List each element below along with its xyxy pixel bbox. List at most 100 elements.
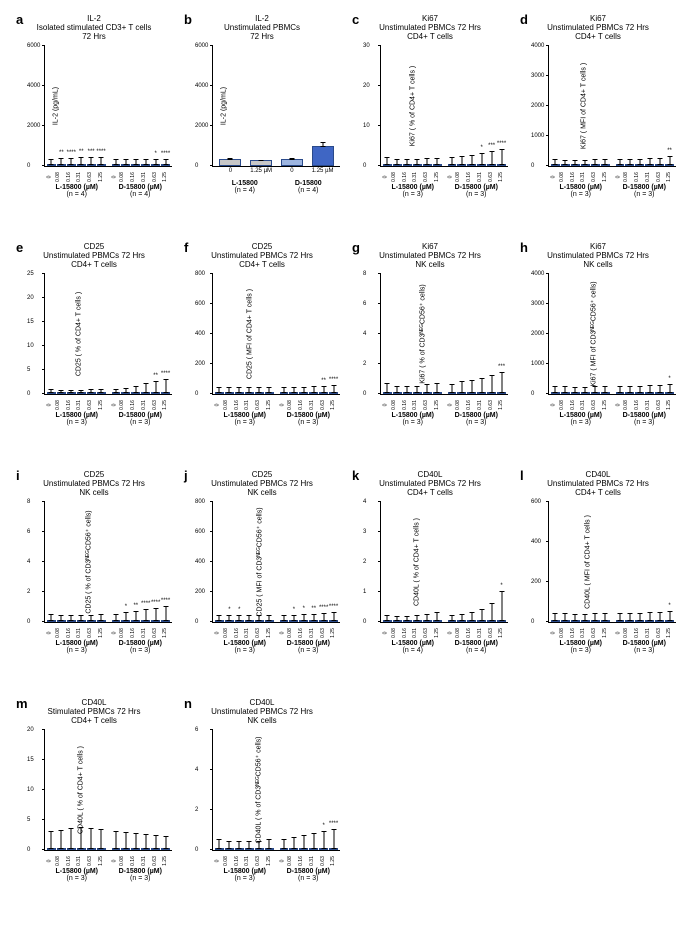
x-tick-label: 0.31 [412, 172, 418, 182]
bars-container: ****** [47, 274, 170, 394]
panel-c: cKi67Unstimulated PBMCs 72 HrsCD4+ T cel… [348, 12, 512, 232]
x-tick-label: 1.25 [498, 628, 504, 638]
y-tick-label: 4000 [531, 271, 544, 277]
y-tick-label: 25 [27, 271, 34, 277]
x-tick-label: 0.63 [423, 172, 429, 182]
y-tick-label: 2 [363, 559, 366, 565]
bars-container: * [551, 502, 674, 622]
x-tick-label: 1.25 µM [246, 168, 277, 174]
panel-title: Ki67Unstimulated PBMCs 72 HrsCD4+ T cell… [348, 14, 512, 44]
group-label: D-15800 (µM)(n = 3) [615, 184, 675, 198]
x-tick-label: 0.63 [487, 172, 493, 182]
y-tick-label: 400 [195, 559, 205, 565]
group-label: L-15800 (µM)(n = 4) [47, 184, 107, 198]
panel-title: CD25Unstimulated PBMCs 72 HrsCD4+ T cell… [12, 242, 176, 272]
bars-container: *** [383, 274, 506, 394]
group-label: D-15800 (µM)(n = 3) [111, 640, 171, 654]
x-tick-label: 0 [214, 859, 220, 864]
significance-marker: **** [161, 371, 170, 377]
x-tick-label: 0.16 [466, 172, 472, 182]
bars-container: * [383, 502, 506, 622]
y-tick-label: 0 [27, 619, 30, 625]
significance-marker: **** [329, 821, 338, 827]
y-tick-label: 0 [531, 619, 534, 625]
chart-area: IL-2 (pg/mL)020004000600001.25 µM01.25 µ… [212, 46, 340, 167]
x-tick-label: 0.08 [623, 400, 629, 410]
group-label: L-15800 (µM)(n = 3) [383, 412, 443, 426]
x-tick-label: 0.16 [569, 172, 575, 182]
y-tick-label: 2000 [195, 123, 208, 129]
x-tick-label: 0 [46, 859, 52, 864]
group-label: L-15800 (µM)(n = 4) [383, 640, 443, 654]
y-tick-label: 5 [27, 817, 30, 823]
y-tick-label: 600 [531, 499, 541, 505]
x-tick-label: 0 [214, 403, 220, 408]
y-tick-label: 4 [27, 559, 30, 565]
significance-marker: * [668, 603, 670, 609]
significance-marker: **** [161, 598, 170, 604]
x-tick-label: 1.25 µM [307, 168, 338, 174]
group-label: L-15800 (µM)(n = 3) [47, 412, 107, 426]
x-tick-label: 0.63 [655, 400, 661, 410]
y-tick-label: 2000 [27, 123, 40, 129]
x-tick-label: 0.31 [141, 628, 147, 638]
x-tick-label: 1.25 [666, 628, 672, 638]
x-tick-label: 1.25 [98, 628, 104, 638]
x-tick-label: 0.31 [76, 400, 82, 410]
chart-area: CD40L ( % of CD4+ T cells )01234*00.080.… [380, 502, 508, 623]
x-tick-label: 0.16 [401, 400, 407, 410]
panel-letter: n [184, 696, 192, 711]
x-tick-label: 0 [447, 631, 453, 636]
x-tick-label: 0.08 [119, 400, 125, 410]
y-tick-label: 0 [531, 163, 534, 169]
chart-area: CD40L ( MFI of CD4+ T cells )0200400600*… [548, 502, 676, 623]
x-tick-label: 0.31 [580, 172, 586, 182]
bar [312, 146, 334, 166]
y-tick-label: 2 [27, 589, 30, 595]
significance-marker: * [238, 607, 240, 613]
x-tick-label: 1.25 [498, 172, 504, 182]
y-tick-label: 6000 [195, 43, 208, 49]
group-label: L-15800 (µM)(n = 3) [215, 640, 275, 654]
y-tick-label: 2 [363, 361, 366, 367]
y-tick-label: 1000 [531, 361, 544, 367]
x-tick-label: 0.16 [466, 628, 472, 638]
x-tick-label: 0.31 [412, 400, 418, 410]
x-tick-label: 0.31 [309, 628, 315, 638]
significance-marker: **** [141, 601, 150, 607]
group-label: D-15800 (µM)(n = 3) [615, 412, 675, 426]
significance-marker: ** [667, 148, 672, 154]
y-tick-label: 600 [195, 301, 205, 307]
significance-marker: * [303, 606, 305, 612]
x-tick-label: 1.25 [666, 400, 672, 410]
y-tick-label: 10 [363, 123, 370, 129]
y-tick-label: 0 [195, 619, 198, 625]
x-tick-label: 0.16 [65, 628, 71, 638]
y-tick-label: 2000 [531, 103, 544, 109]
x-tick-label: 0.63 [319, 856, 325, 866]
significance-marker: * [500, 583, 502, 589]
bars-container [47, 730, 170, 850]
x-tick-label: 0 [550, 403, 556, 408]
group-label: D-15800(n = 4) [279, 180, 339, 194]
x-tick-label: 0.31 [141, 400, 147, 410]
x-tick-label: 0.08 [119, 172, 125, 182]
chart-area: Ki67 ( MFI of CD4+ T cells )010002000300… [548, 46, 676, 167]
x-tick-label: 0.16 [65, 400, 71, 410]
y-tick-label: 20 [27, 727, 34, 733]
x-tick-label: 1.25 [266, 400, 272, 410]
panel-f: fCD25Unstimulated PBMCs 72 HrsCD4+ T cel… [180, 240, 344, 460]
x-tick-label: 0.08 [559, 400, 565, 410]
panel-b: bIL-2Unstimulated PBMCs72 HrsIL-2 (pg/mL… [180, 12, 344, 232]
x-tick-label: 0.08 [287, 400, 293, 410]
x-tick-label: 1.25 [330, 628, 336, 638]
x-tick-label: 0 [615, 631, 621, 636]
panel-letter: f [184, 240, 188, 255]
y-tick-label: 0 [195, 847, 198, 853]
panel-letter: k [352, 468, 359, 483]
y-tick-label: 0 [531, 391, 534, 397]
group-label: D-15800 (µM)(n = 3) [111, 868, 171, 882]
x-tick-label: 0.31 [244, 400, 250, 410]
y-tick-label: 200 [195, 589, 205, 595]
panel-letter: m [16, 696, 28, 711]
